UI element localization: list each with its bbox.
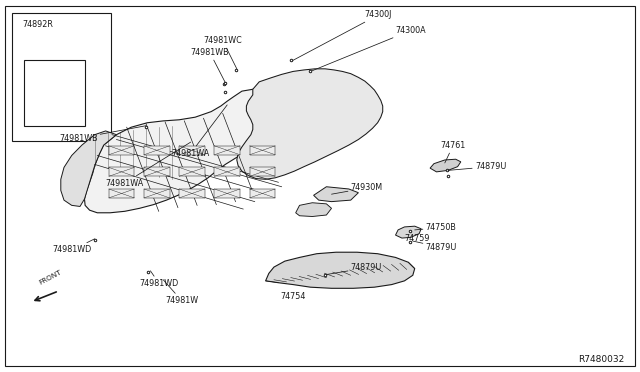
Bar bbox=[179, 167, 205, 176]
Bar bbox=[214, 189, 240, 198]
Text: 74761: 74761 bbox=[440, 141, 465, 163]
Text: 74892R: 74892R bbox=[22, 20, 53, 29]
Bar bbox=[12, 13, 111, 141]
Text: 74754: 74754 bbox=[280, 292, 306, 301]
Bar bbox=[250, 189, 275, 198]
Text: 74300A: 74300A bbox=[312, 26, 426, 71]
Text: R7480032: R7480032 bbox=[578, 355, 624, 364]
Polygon shape bbox=[314, 187, 358, 202]
Polygon shape bbox=[430, 159, 461, 172]
Text: FRONT: FRONT bbox=[38, 269, 62, 286]
Text: 74981WD: 74981WD bbox=[52, 239, 95, 254]
Bar bbox=[109, 189, 134, 198]
Bar bbox=[214, 167, 240, 176]
Text: 74981WA: 74981WA bbox=[106, 142, 191, 187]
Text: 74879U: 74879U bbox=[448, 162, 506, 171]
Text: 74759: 74759 bbox=[404, 234, 430, 243]
Text: 74981W: 74981W bbox=[163, 280, 198, 305]
Bar bbox=[109, 146, 134, 155]
Bar bbox=[109, 167, 134, 176]
Bar bbox=[179, 189, 205, 198]
Bar bbox=[144, 167, 170, 176]
Text: 74981WB: 74981WB bbox=[191, 48, 229, 83]
Text: 74981WA: 74981WA bbox=[172, 105, 227, 158]
Text: 74981WB: 74981WB bbox=[59, 126, 146, 143]
Text: 74930M: 74930M bbox=[332, 183, 383, 194]
Text: 74879U: 74879U bbox=[326, 263, 382, 275]
Bar bbox=[144, 189, 170, 198]
Text: 74981WC: 74981WC bbox=[204, 36, 243, 69]
Bar bbox=[24, 60, 85, 126]
Bar bbox=[214, 146, 240, 155]
Polygon shape bbox=[61, 131, 116, 206]
Polygon shape bbox=[396, 226, 421, 238]
Text: 74300J: 74300J bbox=[293, 10, 392, 60]
Bar bbox=[250, 167, 275, 176]
Polygon shape bbox=[84, 89, 315, 213]
Polygon shape bbox=[237, 69, 383, 179]
Bar bbox=[144, 146, 170, 155]
Text: 74750B: 74750B bbox=[415, 223, 456, 232]
Bar bbox=[179, 146, 205, 155]
Bar bbox=[250, 146, 275, 155]
Text: 74981WD: 74981WD bbox=[140, 271, 179, 288]
Polygon shape bbox=[266, 252, 415, 288]
Polygon shape bbox=[296, 203, 332, 217]
Text: 74879U: 74879U bbox=[413, 241, 457, 252]
